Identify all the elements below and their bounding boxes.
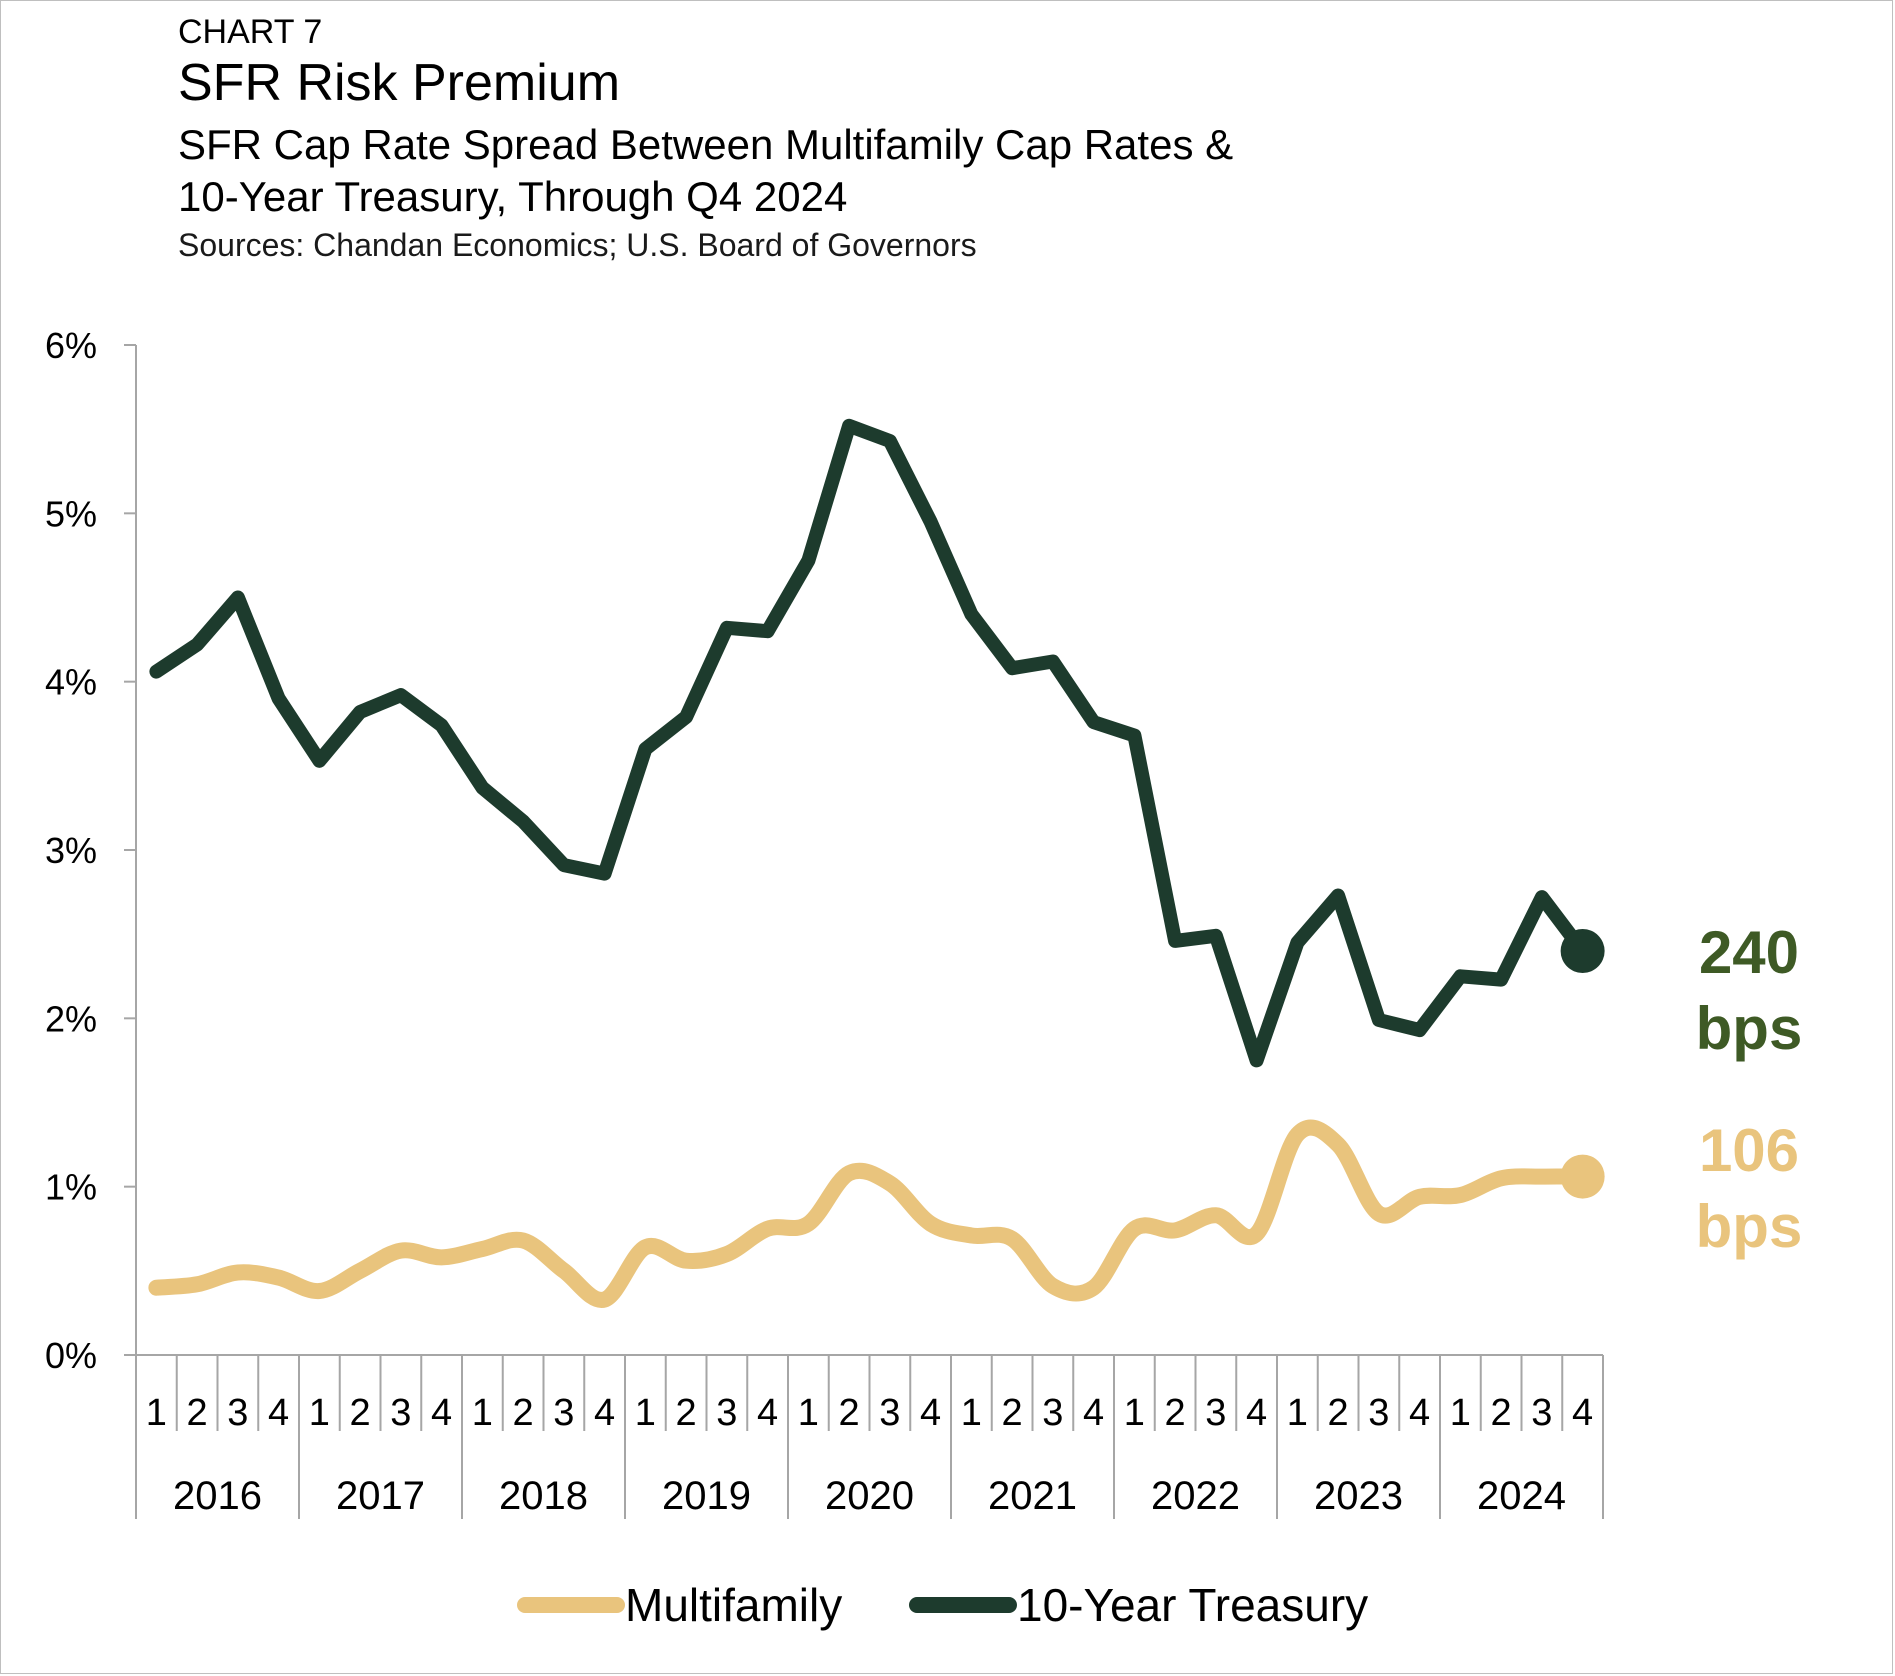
x-quarter-label: 2 bbox=[839, 1392, 860, 1434]
treasury-callout-value: 240 bbox=[1699, 919, 1799, 986]
x-year-label: 2021 bbox=[988, 1474, 1077, 1518]
x-year-label: 2017 bbox=[336, 1474, 425, 1518]
chart-subtitle-line-2: 10-Year Treasury, Through Q4 2024 bbox=[178, 173, 848, 220]
x-quarter-label: 3 bbox=[553, 1392, 574, 1434]
x-quarter-label: 4 bbox=[1246, 1392, 1267, 1434]
x-year-label: 2022 bbox=[1151, 1474, 1240, 1518]
y-tick-label: 4% bbox=[45, 662, 97, 703]
multifamily-callout-unit: bps bbox=[1696, 1193, 1803, 1260]
x-quarter-label: 2 bbox=[350, 1392, 371, 1434]
x-quarter-label: 3 bbox=[1531, 1392, 1552, 1434]
treasury-line bbox=[149, 418, 1590, 1068]
x-quarter-label: 1 bbox=[309, 1392, 330, 1434]
x-quarter-label: 1 bbox=[1287, 1392, 1308, 1434]
multifamily-callout-value: 106 bbox=[1699, 1117, 1799, 1184]
chart-subtitle-line-1: SFR Cap Rate Spread Between Multifamily … bbox=[178, 121, 1234, 168]
legend-label-treasury: 10-Year Treasury bbox=[1017, 1579, 1368, 1631]
x-quarter-label: 4 bbox=[757, 1392, 778, 1434]
treasury-callout-unit: bps bbox=[1696, 995, 1803, 1062]
x-quarter-label: 2 bbox=[1002, 1392, 1023, 1434]
x-quarter-label: 4 bbox=[1083, 1392, 1104, 1434]
x-quarter-label: 2 bbox=[1491, 1392, 1512, 1434]
x-year-label: 2018 bbox=[499, 1474, 588, 1518]
chart-series bbox=[148, 418, 1605, 1308]
x-quarter-label: 3 bbox=[879, 1392, 900, 1434]
x-quarter-label: 3 bbox=[1205, 1392, 1226, 1434]
chart-legend: Multifamily 10-Year Treasury bbox=[517, 1579, 1368, 1631]
x-quarter-label: 4 bbox=[920, 1392, 941, 1434]
x-quarter-label: 2 bbox=[187, 1392, 208, 1434]
x-quarter-label: 2 bbox=[1328, 1392, 1349, 1434]
chart-end-callouts: 240 bps 106 bps bbox=[1696, 919, 1803, 1260]
x-quarter-label: 3 bbox=[390, 1392, 411, 1434]
chart-source-note: Sources: Chandan Economics; U.S. Board o… bbox=[178, 227, 977, 263]
chart-title: SFR Risk Premium bbox=[178, 54, 621, 112]
y-tick-label: 3% bbox=[45, 830, 97, 871]
y-tick-label: 5% bbox=[45, 493, 97, 534]
x-quarter-label: 1 bbox=[146, 1392, 167, 1434]
chart-number-label: CHART 7 bbox=[178, 13, 323, 51]
multifamily-end-marker bbox=[1560, 1154, 1605, 1199]
chart-axes: 0%1%2%3%4%5%6%1 2 3 4 1 2 3 4 1 2 3 4 1 2 3 4 1 2 3 4 1 2 3 4 1 2… bbox=[45, 325, 1604, 1519]
x-year-label: 2020 bbox=[825, 1474, 914, 1518]
x-quarter-label: 3 bbox=[1368, 1392, 1389, 1434]
x-quarter-label: 3 bbox=[716, 1392, 737, 1434]
x-quarter-label: 1 bbox=[1450, 1392, 1471, 1434]
x-quarter-label: 2 bbox=[1165, 1392, 1186, 1434]
legend-label-multifamily: Multifamily bbox=[625, 1579, 842, 1631]
x-quarter-label: 4 bbox=[1409, 1392, 1430, 1434]
x-quarter-label: 2 bbox=[676, 1392, 697, 1434]
x-year-label: 2019 bbox=[662, 1474, 751, 1518]
x-quarter-label: 2 bbox=[513, 1392, 534, 1434]
x-year-label: 2016 bbox=[173, 1474, 262, 1518]
x-quarter-label: 1 bbox=[635, 1392, 656, 1434]
x-year-label: 2023 bbox=[1314, 1474, 1403, 1518]
x-quarter-label: 3 bbox=[1042, 1392, 1063, 1434]
x-quarter-label: 4 bbox=[594, 1392, 615, 1434]
y-tick-label: 1% bbox=[45, 1167, 97, 1208]
x-quarter-label: 1 bbox=[961, 1392, 982, 1434]
x-quarter-label: 4 bbox=[431, 1392, 452, 1434]
x-quarter-label: 1 bbox=[472, 1392, 493, 1434]
multifamily-line bbox=[148, 1119, 1591, 1308]
y-tick-label: 6% bbox=[45, 325, 97, 366]
x-quarter-label: 4 bbox=[268, 1392, 289, 1434]
x-quarter-label: 1 bbox=[1124, 1392, 1145, 1434]
x-year-label: 2024 bbox=[1477, 1474, 1566, 1518]
y-tick-label: 0% bbox=[45, 1335, 97, 1376]
treasury-end-marker bbox=[1560, 929, 1605, 973]
x-quarter-label: 4 bbox=[1572, 1392, 1593, 1434]
y-tick-label: 2% bbox=[45, 998, 97, 1039]
x-quarter-label: 1 bbox=[798, 1392, 819, 1434]
x-quarter-label: 3 bbox=[227, 1392, 248, 1434]
